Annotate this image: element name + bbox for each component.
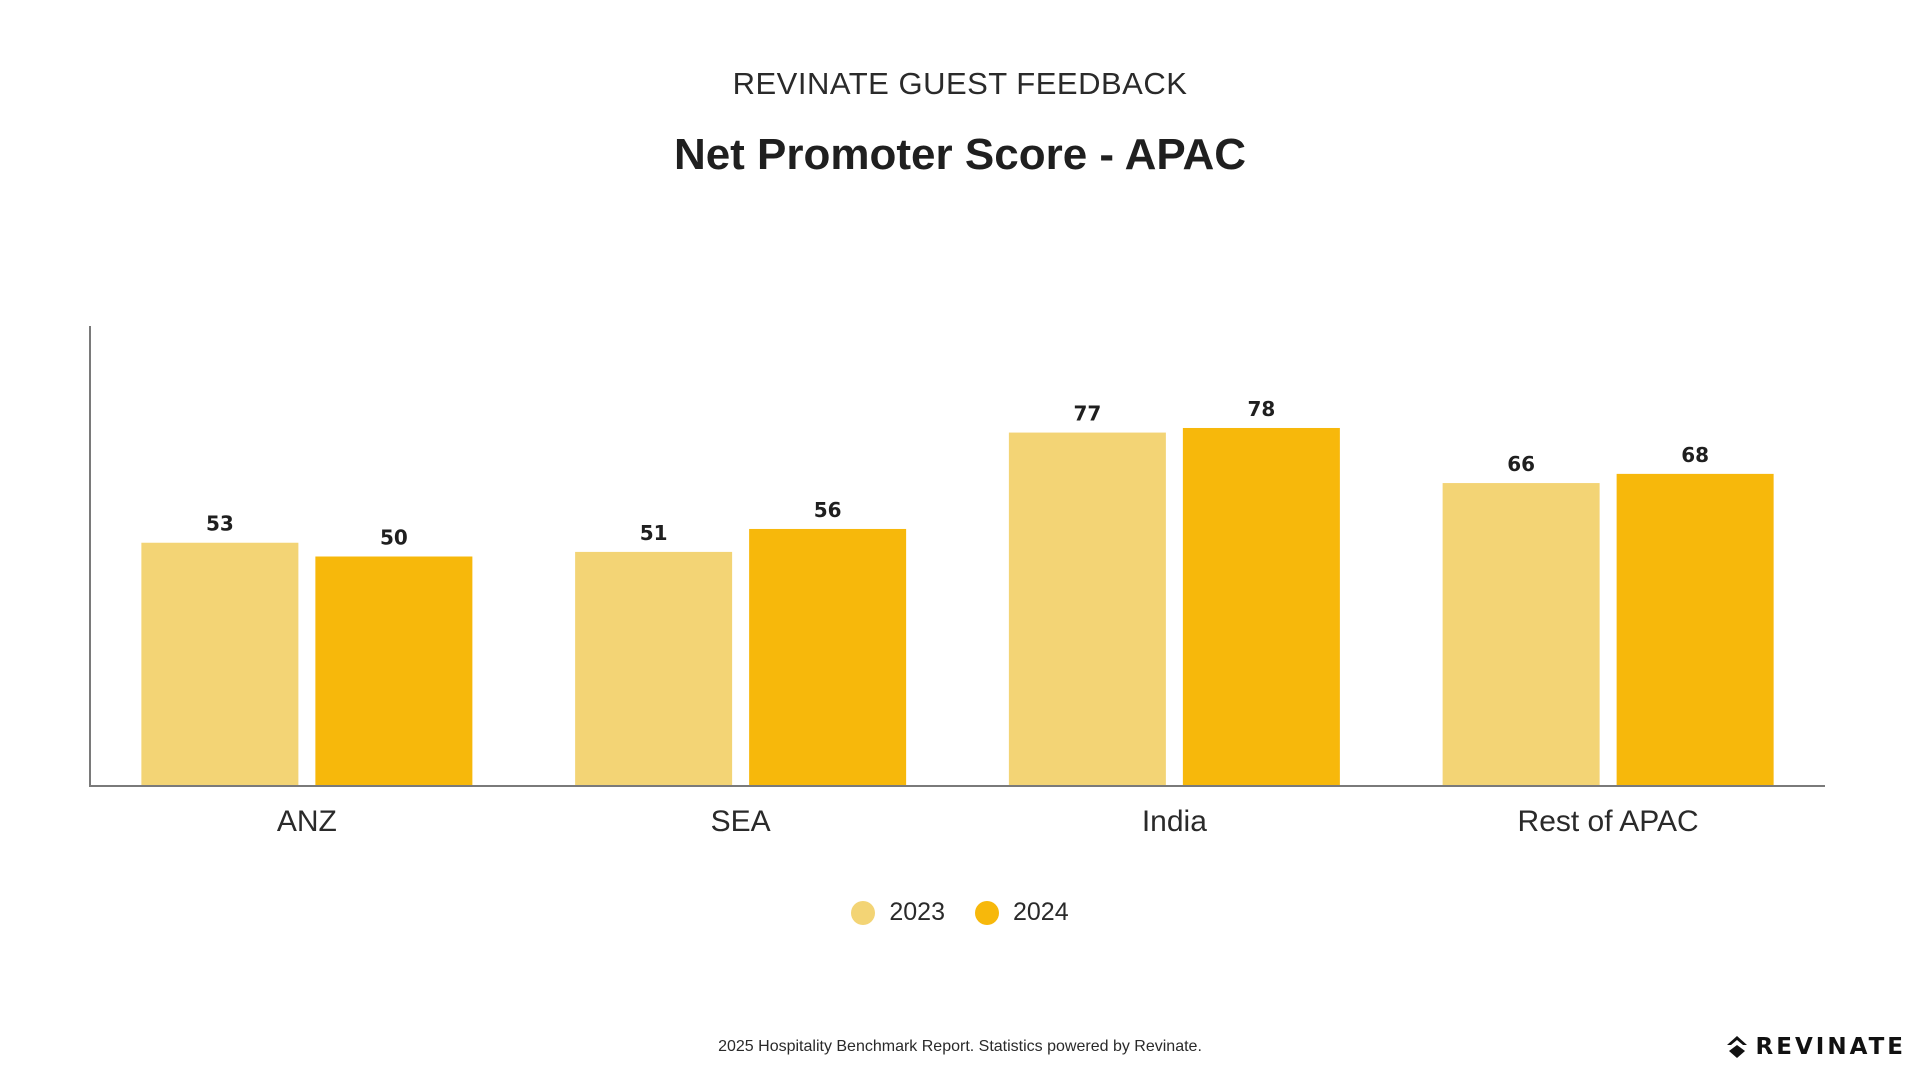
bar-rest-of-apac-2024[interactable]: [1616, 473, 1774, 786]
bar-anz-2024[interactable]: [315, 556, 473, 787]
data-label-india-2023: 77: [1073, 402, 1101, 426]
bar-sea-2024[interactable]: [749, 528, 907, 786]
chart-supertitle: REVINATE GUEST FEEDBACK: [732, 66, 1188, 101]
data-label-anz-2023: 53: [206, 512, 234, 536]
x-tick-label-rest-of-apac: Rest of APAC: [1518, 805, 1699, 838]
bar-anz-2023[interactable]: [141, 542, 299, 786]
chart-legend: 2023 2024: [0, 898, 1920, 927]
bar-india-2023[interactable]: [1008, 432, 1166, 786]
data-label-anz-2024: 50: [380, 526, 408, 550]
brand-name: REVINATE: [1755, 1034, 1906, 1060]
footer-note: 2025 Hospitality Benchmark Report. Stati…: [718, 1038, 1202, 1055]
brand-logo: REVINATE: [1726, 1034, 1906, 1060]
bar-india-2024[interactable]: [1182, 427, 1340, 786]
bar-rest-of-apac-2023[interactable]: [1442, 483, 1600, 786]
data-label-sea-2023: 51: [640, 521, 668, 545]
revinate-logo-icon: [1726, 1036, 1747, 1058]
legend-item-2024[interactable]: 2024: [975, 898, 1069, 927]
data-label-india-2024: 78: [1247, 397, 1275, 421]
legend-item-2023[interactable]: 2023: [851, 898, 945, 927]
bar-sea-2023[interactable]: [575, 551, 733, 786]
x-tick-label-sea: SEA: [711, 805, 771, 838]
data-label-rest-of-apac-2023: 66: [1507, 452, 1535, 476]
chart-title: Net Promoter Score - APAC: [673, 130, 1247, 179]
legend-label-2024: 2024: [1013, 898, 1069, 926]
x-tick-label-anz: ANZ: [277, 805, 337, 838]
legend-swatch-2024: [975, 900, 999, 925]
legend-label-2023: 2023: [889, 898, 945, 926]
x-tick-label-india: India: [1142, 805, 1207, 838]
data-label-rest-of-apac-2024: 68: [1681, 443, 1709, 467]
data-label-sea-2024: 56: [814, 498, 842, 522]
legend-swatch-2023: [851, 900, 876, 925]
